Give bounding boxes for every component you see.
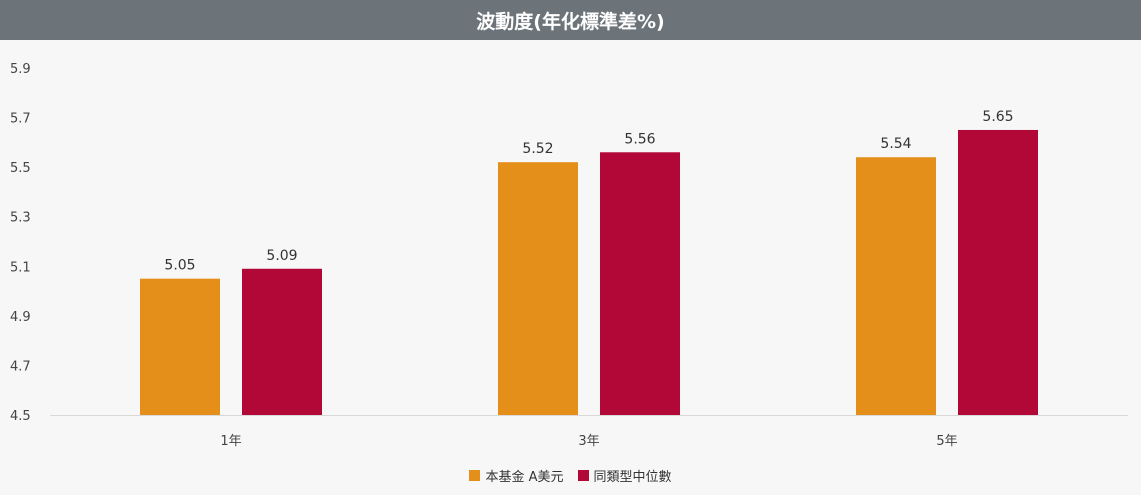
bar: [958, 129, 1038, 415]
bar-value-label: 5.54: [880, 136, 911, 152]
bar-chart: 5.9 5.7 5.5 5.3 5.1 4.9 4.7 4.5 5.05 5.09 1年 5.52 5.…: [10, 62, 1128, 449]
legend-item-median[interactable]: 同類型中位數: [577, 466, 672, 485]
y-tick-label: 5.9: [10, 62, 31, 77]
legend-swatch-median: [577, 470, 589, 481]
y-tick-label: 5.5: [10, 161, 31, 176]
bar: [498, 162, 578, 415]
y-tick-label: 4.5: [10, 409, 31, 424]
y-tick-label: 4.9: [10, 310, 31, 325]
x-category-label: 1年: [220, 434, 241, 449]
bar-value-label: 5.09: [266, 248, 297, 264]
legend-swatch-fund: [469, 470, 481, 481]
y-tick-label: 5.1: [10, 260, 31, 275]
y-tick-label: 5.7: [10, 112, 31, 127]
bar-value-label: 5.05: [164, 258, 195, 274]
legend-label-median: 同類型中位數: [593, 470, 672, 485]
bar: [600, 152, 680, 415]
bar-value-label: 5.65: [982, 109, 1013, 125]
x-category-label: 5年: [936, 434, 957, 449]
bar: [140, 278, 220, 415]
bar: [242, 268, 322, 415]
x-category-label: 3年: [578, 434, 599, 449]
bar-value-label: 5.56: [624, 131, 655, 147]
chart-title: 波動度(年化標準差%): [0, 0, 1141, 40]
bar: [856, 157, 936, 415]
legend: 本基金 A美元 同類型中位數: [0, 466, 1141, 485]
bar-value-label: 5.52: [522, 141, 553, 157]
y-tick-label: 5.3: [10, 211, 31, 226]
y-tick-label: 4.7: [10, 359, 31, 374]
legend-label-fund: 本基金 A美元: [485, 470, 564, 485]
legend-item-fund[interactable]: 本基金 A美元: [469, 466, 564, 485]
